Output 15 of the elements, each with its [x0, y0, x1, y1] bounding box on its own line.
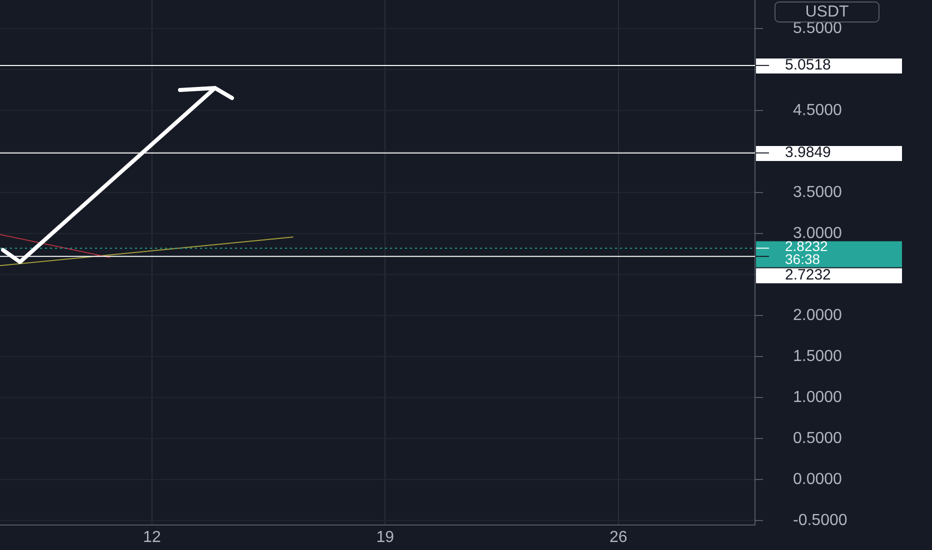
- y-tick-label: 0.0000: [793, 471, 842, 488]
- x-tick-label: 19: [376, 528, 394, 546]
- y-tick-label: -0.5000: [793, 512, 848, 530]
- y-tick-label: 4.5000: [793, 102, 842, 120]
- y-tick-label: 1.5000: [793, 348, 842, 366]
- x-tick-label: 26: [609, 528, 628, 546]
- y-tick-label: 2.0000: [793, 307, 842, 324]
- y-tick-label: 3.5000: [793, 184, 842, 202]
- ref-line-label: 2.7232: [785, 266, 831, 284]
- ref-line-label: 5.0518: [785, 56, 831, 74]
- y-axis-title: USDT: [805, 3, 849, 20]
- ref-line-label: 3.9849: [785, 144, 831, 162]
- y-tick-label: 1.0000: [793, 389, 842, 406]
- x-tick-label: 12: [143, 528, 161, 546]
- y-tick-label: 0.5000: [793, 430, 842, 448]
